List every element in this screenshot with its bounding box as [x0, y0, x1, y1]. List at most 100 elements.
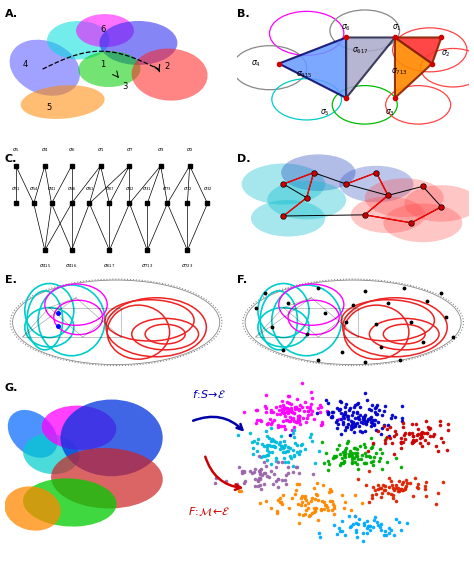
Point — [255, 451, 263, 460]
Text: $\sigma_{617}$: $\sigma_{617}$ — [352, 46, 368, 57]
Point — [414, 484, 421, 493]
Point — [260, 457, 268, 466]
Point — [335, 441, 343, 450]
Point — [333, 417, 340, 426]
Point — [339, 419, 347, 428]
Point — [349, 519, 357, 529]
Point — [279, 405, 287, 414]
Point — [320, 504, 328, 513]
Point — [354, 408, 361, 418]
Point — [269, 480, 277, 489]
Point — [290, 450, 297, 460]
Ellipse shape — [132, 49, 208, 101]
Point — [426, 432, 434, 441]
Point — [365, 498, 373, 507]
Point — [377, 525, 384, 534]
Point — [290, 425, 298, 434]
Point — [399, 486, 407, 495]
Point — [286, 430, 294, 439]
Point — [262, 451, 269, 460]
Point — [417, 428, 424, 438]
Point — [309, 493, 316, 503]
Point — [395, 476, 403, 486]
Point — [330, 501, 338, 511]
Point — [437, 421, 444, 430]
Point — [263, 431, 271, 441]
Point — [342, 399, 350, 408]
Point — [445, 426, 452, 435]
Point — [298, 402, 306, 412]
Point — [361, 459, 369, 468]
Point — [338, 526, 346, 536]
Point — [381, 406, 388, 415]
Point — [295, 479, 302, 488]
Point — [344, 422, 351, 432]
Point — [366, 452, 374, 462]
Point — [354, 519, 362, 528]
Point — [324, 409, 331, 418]
Point — [345, 405, 352, 415]
Point — [409, 436, 417, 445]
Point — [328, 413, 335, 422]
Point — [325, 407, 332, 417]
Point — [343, 411, 351, 421]
Point — [312, 490, 319, 499]
Text: $\sigma_7$: $\sigma_7$ — [126, 146, 133, 154]
Point — [274, 457, 282, 467]
Point — [250, 436, 257, 446]
Point — [367, 444, 375, 453]
Point — [383, 433, 391, 442]
Point — [264, 455, 271, 464]
Point — [354, 455, 362, 464]
Point — [280, 443, 287, 452]
Point — [421, 484, 429, 494]
Point — [326, 459, 333, 469]
Text: $\sigma_1$: $\sigma_1$ — [97, 146, 104, 154]
Point — [301, 500, 309, 510]
Point — [435, 447, 442, 456]
Point — [376, 445, 384, 454]
Point — [409, 431, 417, 441]
Point — [400, 422, 407, 431]
Point — [270, 415, 278, 425]
Point — [397, 484, 405, 493]
Point — [318, 497, 325, 506]
Point — [211, 479, 219, 488]
Point — [348, 458, 356, 467]
Point — [384, 488, 392, 498]
Point — [285, 398, 292, 408]
Point — [264, 445, 271, 455]
Point — [288, 407, 296, 417]
Point — [346, 452, 353, 461]
Point — [398, 401, 406, 411]
Point — [354, 408, 361, 417]
Point — [279, 407, 286, 417]
Point — [418, 442, 426, 451]
Point — [361, 448, 368, 457]
Point — [411, 473, 419, 482]
Point — [297, 493, 304, 503]
Point — [356, 441, 364, 450]
Point — [369, 460, 377, 469]
Text: $\sigma_{72}$: $\sigma_{72}$ — [182, 185, 192, 193]
Point — [351, 443, 358, 453]
Point — [300, 511, 307, 520]
Point — [350, 407, 357, 417]
Point — [276, 410, 284, 419]
Circle shape — [242, 163, 325, 205]
Point — [331, 452, 338, 461]
Point — [356, 414, 363, 424]
Point — [347, 505, 355, 515]
Point — [289, 414, 296, 424]
Point — [285, 462, 292, 472]
Point — [276, 444, 283, 453]
Point — [385, 528, 393, 537]
Text: E.: E. — [5, 275, 17, 285]
Point — [347, 424, 355, 433]
Point — [402, 475, 410, 484]
Point — [381, 481, 388, 490]
Point — [342, 423, 350, 432]
Point — [361, 415, 368, 425]
Point — [365, 404, 373, 414]
Point — [294, 448, 301, 457]
